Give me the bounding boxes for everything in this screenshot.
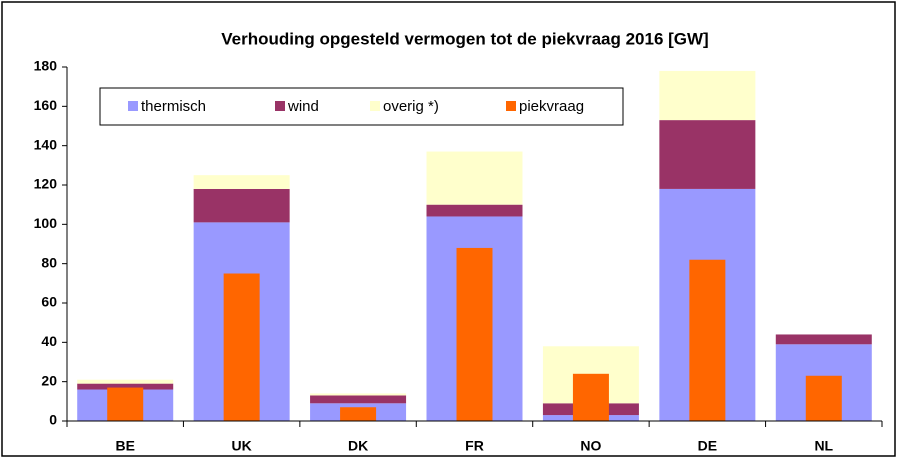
- legend-label: thermisch: [141, 98, 206, 115]
- legend-swatch: [506, 101, 516, 111]
- y-tick-label: 60: [41, 294, 57, 310]
- legend-label: piekvraag: [519, 98, 584, 115]
- bar-segment: [310, 395, 407, 404]
- bar: [107, 387, 144, 421]
- legend-swatch: [275, 101, 285, 111]
- y-tick-label: 0: [49, 412, 57, 428]
- x-tick-label: NO: [580, 438, 601, 454]
- bar-segment: [659, 70, 756, 121]
- x-tick-label: UK: [232, 438, 252, 454]
- bar-segment: [426, 204, 523, 217]
- legend: [99, 87, 624, 126]
- chart-title: Verhouding opgesteld vermogen tot de pie…: [221, 29, 708, 48]
- y-tick-label: 160: [34, 97, 58, 113]
- x-tick-label: FR: [465, 438, 484, 454]
- y-tick-label: 40: [41, 333, 57, 349]
- bar-segment: [77, 379, 174, 384]
- bar-segment: [77, 383, 174, 390]
- bar-segment: [193, 188, 290, 223]
- legend-label: wind: [287, 98, 319, 115]
- bar-segment: [775, 334, 872, 345]
- bar-segment: [193, 175, 290, 189]
- bar: [223, 273, 260, 421]
- x-tick-label: DE: [698, 438, 717, 454]
- legend-label: overig *): [383, 98, 439, 115]
- x-tick-label: BE: [115, 438, 134, 454]
- bar: [340, 407, 377, 421]
- bar-segment: [310, 393, 407, 396]
- y-tick-label: 180: [34, 58, 58, 74]
- y-tick-label: 140: [34, 136, 58, 152]
- y-tick-label: 80: [41, 254, 57, 270]
- legend-swatch: [370, 101, 380, 111]
- y-tick-label: 20: [41, 372, 57, 388]
- bar: [456, 247, 493, 421]
- bar: [689, 259, 726, 421]
- y-tick-label: 120: [34, 176, 58, 192]
- bar-segment: [659, 120, 756, 189]
- legend-swatch: [128, 101, 138, 111]
- bar-segment: [426, 151, 523, 205]
- bar: [572, 373, 609, 421]
- y-tick-label: 100: [34, 215, 58, 231]
- x-tick-label: DK: [348, 438, 368, 454]
- bar: [805, 375, 842, 421]
- x-tick-label: NL: [814, 438, 833, 454]
